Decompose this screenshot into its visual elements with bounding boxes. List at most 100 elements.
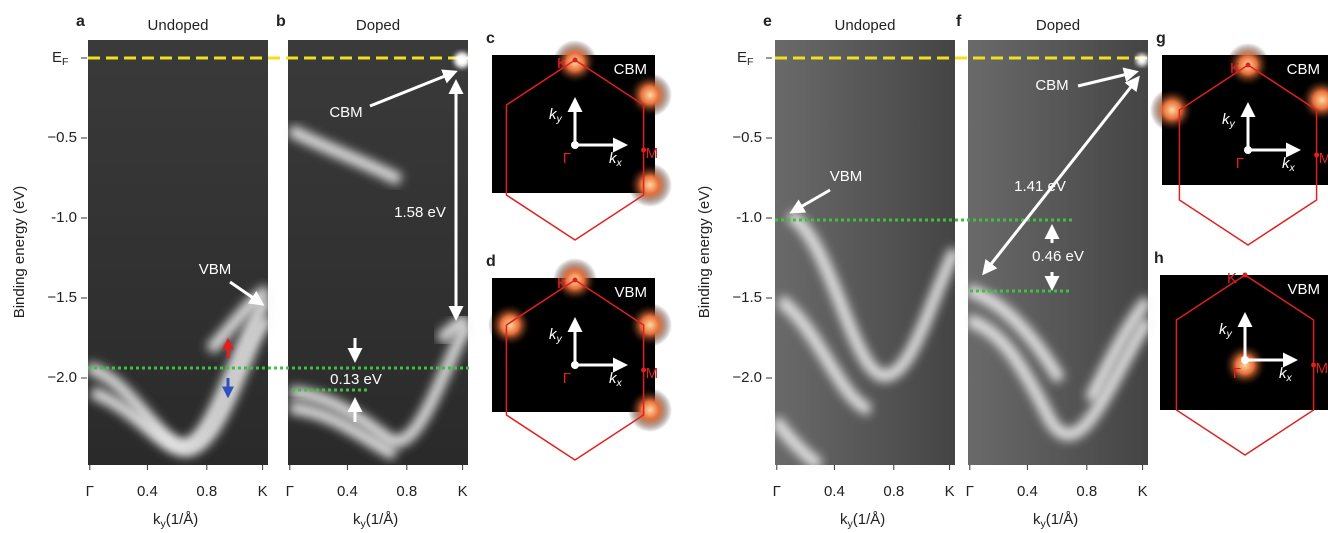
band (289, 402, 398, 461)
cbm-spot (454, 52, 470, 68)
gamma-label: Γ (1233, 365, 1241, 382)
x-tick-label: 0.8 (1076, 483, 1097, 500)
band (965, 314, 1154, 441)
band (770, 416, 824, 471)
k-label: K (1227, 270, 1237, 287)
y-tick-label: −2.0 (47, 369, 77, 386)
x-tick-label: K (1138, 483, 1148, 500)
kx-label: kx (1279, 365, 1293, 384)
panel-title: Doped (356, 17, 400, 34)
text-part: (1/Å) (1046, 511, 1079, 528)
text-part: (1/Å) (366, 511, 399, 528)
cbm-spot (1136, 54, 1148, 66)
panel-label: f (956, 13, 962, 30)
panel-title: Undoped (148, 17, 209, 34)
text-part: k (549, 326, 558, 343)
text-part: k (1033, 511, 1041, 528)
subscript: y (1041, 518, 1047, 530)
brillouin-zone (1178, 64, 1318, 246)
x-tick-label: Γ (286, 483, 294, 500)
annotation: CBM (1035, 77, 1068, 94)
brillouin-zone (1175, 274, 1315, 456)
m-label: M (1316, 360, 1328, 377)
annotation: 1.41 eV (1014, 178, 1066, 195)
y-tick-label: -1.0 (736, 209, 762, 226)
m-point (641, 147, 647, 153)
band (966, 284, 1066, 384)
k-point (572, 277, 578, 283)
gamma-label: Γ (563, 370, 571, 387)
arrow (982, 75, 1140, 276)
panel-title: Doped (1036, 17, 1080, 34)
m-label: M (1319, 150, 1328, 167)
panel-label: g (1156, 30, 1166, 47)
k-label: K (557, 55, 567, 72)
k-point (572, 57, 578, 63)
annotation: VBM (830, 168, 863, 185)
band (786, 209, 961, 382)
band-label: VBM (614, 284, 647, 301)
subscript: x (1289, 162, 1296, 174)
text-part: k (1222, 111, 1231, 128)
band (287, 124, 403, 186)
kx-label: kx (609, 150, 623, 169)
arrow (229, 280, 265, 306)
text-part: E (737, 49, 747, 66)
x-tick-label: 0.4 (1017, 483, 1038, 500)
x-tick-label: 0.8 (196, 483, 217, 500)
fermi-label: EF (52, 49, 68, 68)
subscript: y (1226, 328, 1233, 340)
text-part: k (609, 370, 618, 387)
x-tick-label: 0.8 (396, 483, 417, 500)
k-point (1242, 272, 1248, 278)
ky-label: ky (1222, 111, 1236, 130)
fermi-label: EF (737, 49, 753, 68)
m-point (1311, 362, 1317, 368)
subscript: y (556, 113, 563, 125)
y-tick-label: −0.5 (47, 129, 77, 146)
intensity-spot (628, 73, 672, 117)
k-label: K (1230, 60, 1240, 77)
subscript: x (616, 377, 623, 389)
x-tick-label: K (945, 483, 955, 500)
x-tick-label: K (458, 483, 468, 500)
text-part: k (1219, 321, 1228, 338)
subscript: x (1286, 372, 1293, 384)
x-tick-label: 0.4 (337, 483, 358, 500)
panel-label: c (486, 30, 495, 47)
arrow (369, 69, 458, 108)
subscript: y (1229, 118, 1236, 130)
m-label: M (646, 365, 659, 382)
ky-label: ky (549, 326, 563, 345)
text-part: k (1282, 155, 1291, 172)
ky-label: ky (1219, 321, 1233, 340)
x-tick-label: Γ (966, 483, 974, 500)
intensity-spot (628, 388, 672, 432)
brillouin-zone (505, 59, 645, 241)
ky-label: ky (549, 106, 563, 125)
subscript: F (62, 56, 68, 68)
k-point (1245, 62, 1251, 68)
y-axis-label: Binding energy (eV) (11, 186, 28, 319)
annotation: 0.46 eV (1032, 248, 1084, 265)
intensity-spot (1150, 88, 1194, 132)
band (89, 314, 273, 457)
intensity-spot (628, 163, 672, 207)
y-tick-label: −1.5 (732, 289, 762, 306)
gamma-label: Γ (1236, 155, 1244, 172)
annotation: 0.13 eV (330, 371, 382, 388)
y-tick-label: −0.5 (732, 129, 762, 146)
x-axis-label: ky(1/Å) (153, 511, 198, 530)
kx-label: kx (1282, 155, 1296, 174)
arpes-image (775, 40, 955, 465)
intensity-spot (1300, 78, 1328, 122)
x-tick-label: Γ (773, 483, 781, 500)
y-axis-label: Binding energy (eV) (696, 186, 713, 319)
x-tick-label: 0.8 (883, 483, 904, 500)
x-tick-label: K (258, 483, 268, 500)
m-point (1314, 152, 1320, 158)
band-label: VBM (1287, 281, 1320, 298)
y-tick-label: -1.0 (51, 209, 77, 226)
x-axis-label: ky(1/Å) (353, 511, 398, 530)
panel-title: Undoped (835, 17, 896, 34)
